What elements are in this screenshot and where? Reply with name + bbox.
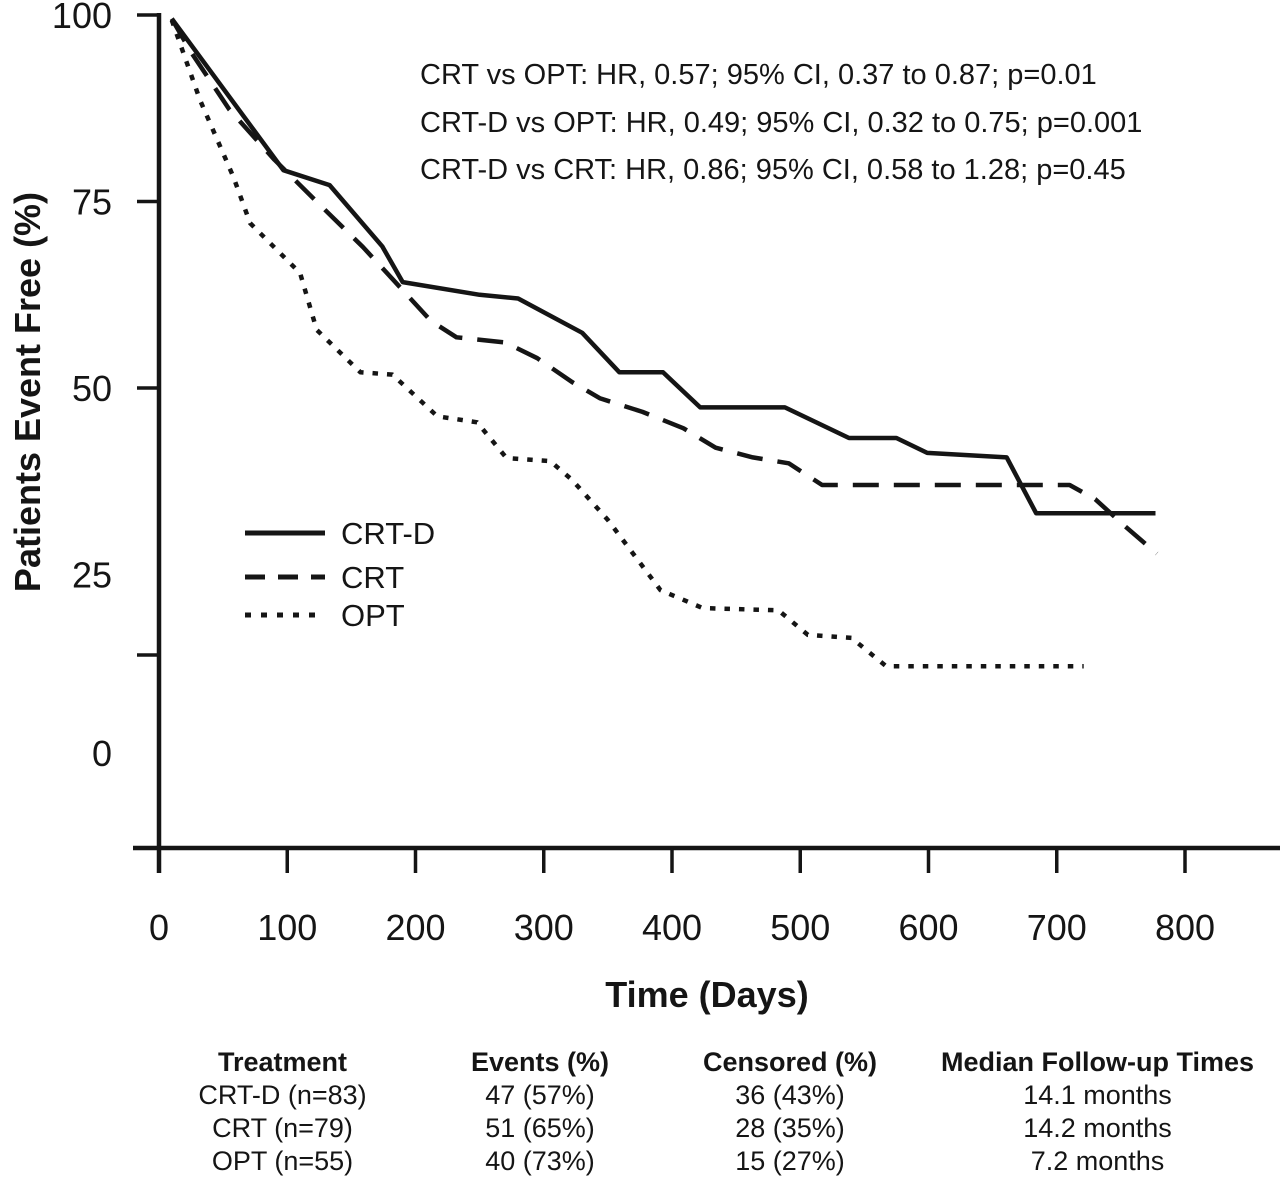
x-tick-label-400: 400	[642, 907, 702, 948]
x-axis-title: Time (Days)	[605, 974, 809, 1015]
table-header-events: Events (%)	[470, 1047, 610, 1077]
axes	[133, 13, 1280, 873]
y-axis-title: Patients Event Free (%)	[7, 191, 48, 593]
table-row-opt-followup: 7.2 months	[1030, 1146, 1165, 1176]
table-header-followup: Median Follow-up Times	[940, 1047, 1255, 1077]
annotation-crt-vs-opt: CRT vs OPT: HR, 0.57; 95% CI, 0.37 to 0.…	[420, 59, 1097, 91]
y-tick-label-25: 25	[72, 555, 112, 596]
x-tick-label-200: 200	[385, 907, 445, 948]
table-row-crtd-events: 47 (57%)	[485, 1080, 595, 1110]
table-row-crt-events: 51 (65%)	[485, 1113, 595, 1143]
axis-ticks	[137, 13, 1187, 873]
curve-crt-d	[169, 17, 1156, 516]
table-row-opt-events: 40 (73%)	[485, 1146, 595, 1176]
table-row-crt-treatment: CRT (n=79)	[212, 1113, 353, 1143]
table-row-crtd-treatment: CRT-D (n=83)	[198, 1080, 367, 1110]
legend-label-crt: CRT	[341, 560, 404, 595]
x-tick-label-600: 600	[898, 907, 958, 948]
table-row-crtd-followup: 14.1 months	[1023, 1080, 1172, 1110]
y-tick-label-100: 100	[52, 0, 112, 36]
legend-label-crt-d: CRT-D	[341, 516, 435, 551]
table-row-opt-treatment: OPT (n=55)	[211, 1146, 354, 1176]
x-tick-label-0: 0	[149, 907, 169, 948]
axis-tick-labels: 0 100 200 300 400 500 600 700 800 100 75 50 25 0	[52, 0, 1215, 948]
annotation-crtd-vs-opt: CRT-D vs OPT: HR, 0.49; 95% CI, 0.32 to …	[420, 107, 1143, 139]
y-tick-label-75: 75	[72, 182, 112, 223]
survival-curves	[169, 17, 1159, 669]
x-tick-label-800: 800	[1155, 907, 1215, 948]
table-header-treatment: Treatment	[217, 1047, 348, 1077]
curve-crt	[169, 17, 1159, 556]
table-row-crtd-censored: 36 (43%)	[735, 1080, 845, 1110]
table-row-crt-followup: 14.2 months	[1023, 1113, 1172, 1143]
x-tick-label-500: 500	[770, 907, 830, 948]
table-row-crt-censored: 28 (35%)	[735, 1113, 845, 1143]
table-row-opt-censored: 15 (27%)	[735, 1146, 845, 1176]
y-tick-label-0: 0	[92, 733, 112, 774]
annotation-crtd-vs-crt: CRT-D vs CRT: HR, 0.86; 95% CI, 0.58 to …	[420, 154, 1126, 186]
x-tick-label-300: 300	[514, 907, 574, 948]
x-tick-label-700: 700	[1027, 907, 1087, 948]
table-header-censored: Censored (%)	[702, 1047, 878, 1077]
summary-table: Treatment Events (%) Censored (%) Median…	[150, 1046, 1280, 1178]
y-tick-label-50: 50	[72, 368, 112, 409]
legend-label-opt: OPT	[341, 598, 405, 633]
x-tick-label-100: 100	[257, 907, 317, 948]
